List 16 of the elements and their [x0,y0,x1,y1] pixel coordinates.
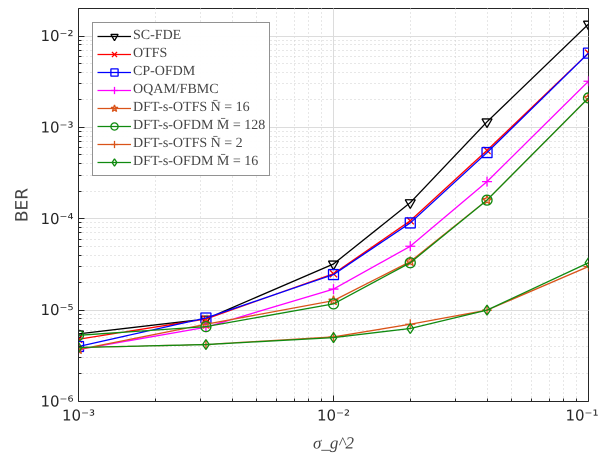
y-tick-label: 10⁻³ [40,118,74,136]
y-tick-label: 10⁻⁵ [40,301,74,320]
y-axis-title: BER [12,188,32,222]
legend-label: SC-FDE [133,27,182,45]
legend-label: DFT-s-OFDM M̄ = 128 [133,117,266,135]
x-axis-title: σ_g^2 [312,434,355,452]
x-tick-label: 10⁻¹ [565,406,598,424]
legend-label: DFT-s-OFDM M̄ = 16 [133,153,258,171]
x-tick-label: 10⁻² [316,406,350,424]
legend-label: CP-OFDM [133,63,196,81]
y-tick-label: 10⁻⁴ [40,210,74,228]
legend-label: OTFS [133,45,168,63]
legend-label: OQAM/FBMC [133,81,219,99]
legend-label: DFT-s-OTFS N̄ = 16 [133,99,250,117]
y-tick-label: 10⁻² [40,27,74,46]
legend-label: DFT-s-OTFS N̄ = 2 [133,135,243,153]
